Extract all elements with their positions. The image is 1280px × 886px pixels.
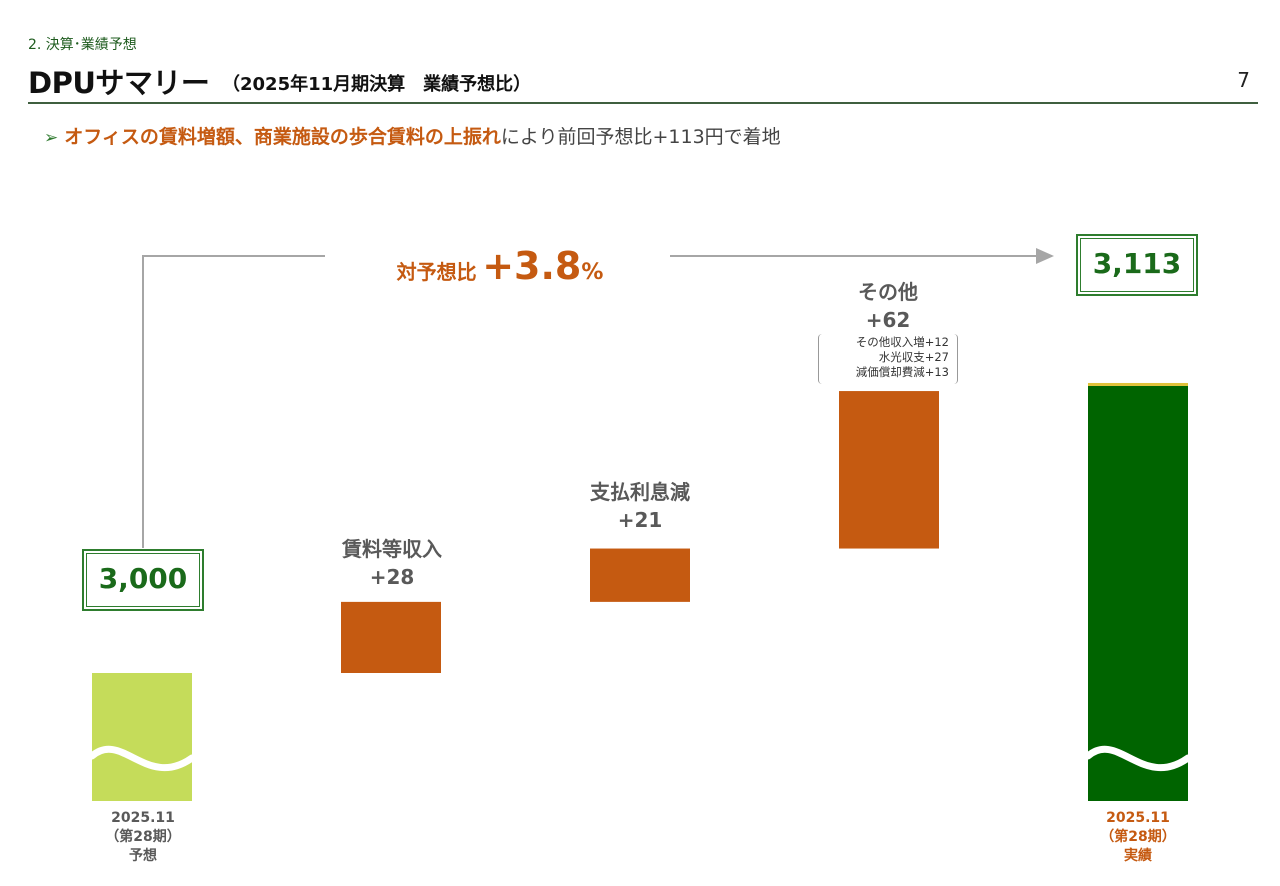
bars-group [88,382,1192,801]
step-label-interest: 支払利息減 +21 [560,478,720,534]
page-subtitle: （2025年11月期決算 業績予想比） [222,74,532,95]
summary-bullet: ➢ オフィスの賃料増額、商業施設の歩合賃料の上振れにより前回予想比+113円で着地 [44,122,781,149]
title-bar: DPUサマリー （2025年11月期決算 業績予想比） 7 [28,58,1258,104]
breakdown-item: 減価償却費減+13 [855,365,949,379]
x-label-line: 予想 [129,848,157,864]
comparison-text: 対予想比 [396,260,477,284]
x-label-actual: 2025.11 （第28期） 実績 [1068,809,1208,866]
comparison-value: +3.8 [482,244,582,288]
summary-text: により前回予想比+113円で着地 [500,126,781,148]
section-label: 2. 決算･業績予想 [28,37,137,53]
step-label-other: その他 +62 [808,278,968,334]
bar-forecast [92,673,192,801]
step-name: 賃料等収入 [342,537,442,561]
x-label-forecast: 2025.11 （第28期） 予想 [73,809,213,866]
axis-break-wave [88,745,196,772]
step-delta: +21 [617,508,663,532]
comparison-connector [142,248,1054,548]
x-label-line: （第28期） [1100,829,1176,845]
x-label-line: 実績 [1124,848,1152,864]
step-name: 支払利息減 [590,480,690,504]
step-label-rent: 賃料等収入 +28 [312,535,472,591]
step-name: その他 [858,280,918,304]
x-label-line: 2025.11 [111,810,175,826]
bar-actual [1088,385,1188,801]
arrow-bullet-icon: ➢ [44,128,59,148]
forecast-value-box: 3,000 [82,549,204,611]
bar-step-2 [590,548,690,602]
axis-break-wave [1084,745,1192,772]
comparison-label: 対予想比 +3.8% [370,244,630,288]
breakdown-item: その他収入増+12 [855,335,949,349]
bar-actual-cap [1088,382,1188,386]
bar-step-3 [839,391,939,549]
step-delta: +62 [865,308,911,332]
actual-value-box: 3,113 [1076,234,1198,296]
connector-line-left [142,255,325,548]
comparison-unit: % [581,260,604,285]
page-number: 7 [1237,68,1250,92]
summary-highlight: オフィスの賃料増額、商業施設の歩合賃料の上振れ [64,126,501,148]
breakdown-item: 水光収支+27 [878,350,949,364]
bar-step-1 [341,601,441,673]
step-delta: +28 [369,565,415,589]
x-label-line: 2025.11 [1106,810,1170,826]
page-title: DPUサマリー [28,66,210,100]
other-breakdown: その他収入増+12 水光収支+27 減価償却費減+13 [818,334,958,384]
x-label-line: （第28期） [105,829,181,845]
